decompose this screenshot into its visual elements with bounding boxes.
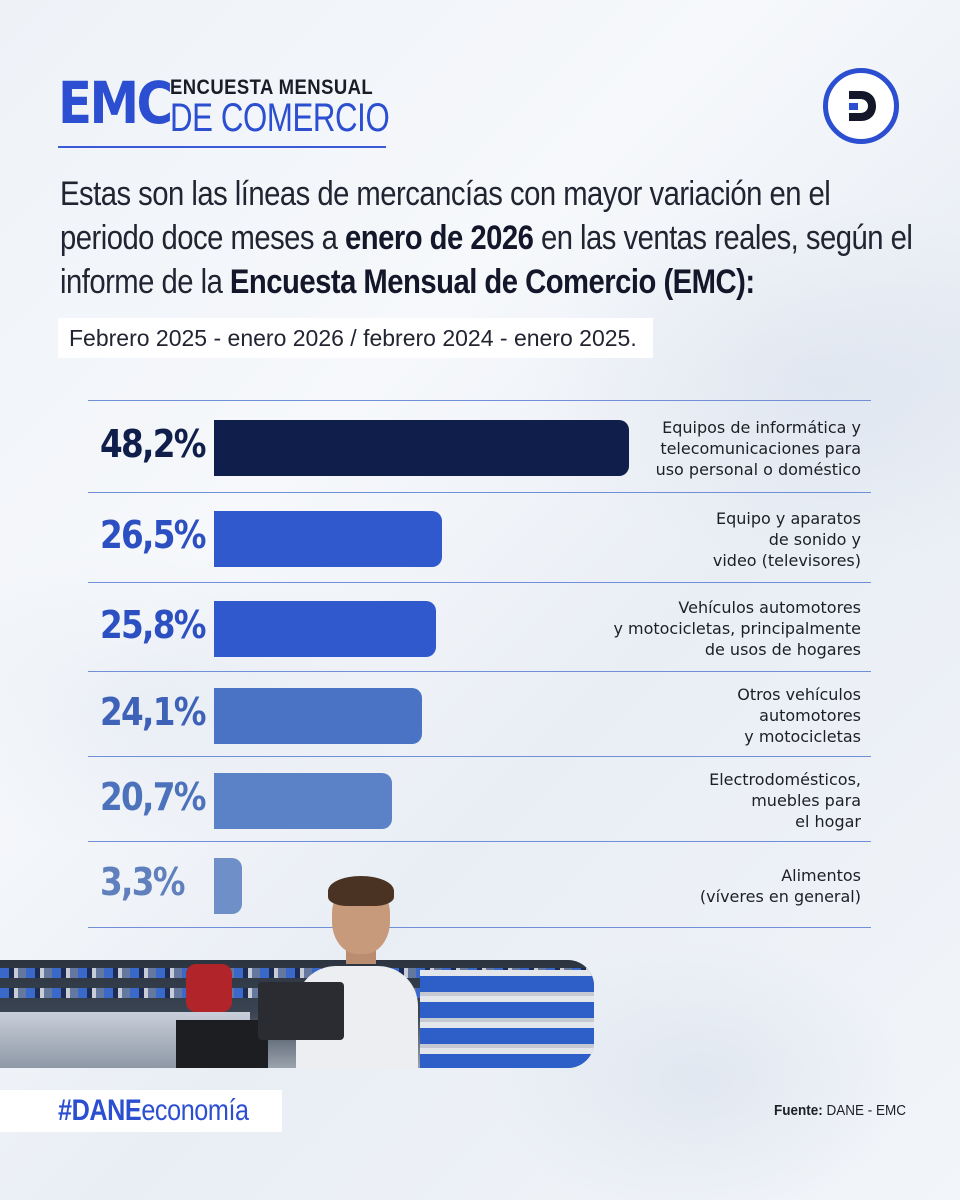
category-label-line: automotores <box>759 706 861 725</box>
category-label-line: video (televisores) <box>712 550 861 570</box>
category-label-line: de usos de hogares <box>704 640 861 659</box>
category-label-line: Alimentos <box>781 866 861 885</box>
intro-part1: Estas son las líneas de mercancías con m… <box>60 175 831 257</box>
chart-divider <box>88 927 871 928</box>
category-label-line: y motocicletas, principalmente <box>613 619 861 638</box>
bar-category-label: Electrodomésticos, muebles para el hogar <box>561 769 861 832</box>
category-label-line: Electrodomésticos, <box>709 770 861 789</box>
category-label-line: telecomunicaciones para <box>660 438 861 458</box>
logo-underline <box>58 146 386 148</box>
logo-emc-short: EMC <box>58 69 173 137</box>
chart-divider <box>88 671 871 672</box>
bar-chart: 48,2% Equipos de informática y telecomunic… <box>88 400 871 930</box>
bar-category-label: Equipo y aparatos de sonido y video (telev… <box>561 508 861 571</box>
photo-shelf-top <box>0 968 594 978</box>
bar <box>214 511 442 567</box>
source-note: Fuente: DANE - EMC <box>774 1102 906 1119</box>
bar <box>214 600 436 657</box>
source-value: DANE - EMC <box>822 1102 907 1119</box>
hashtag-part-a: #DANE <box>58 1094 142 1127</box>
bar <box>214 420 629 476</box>
bar-value-label: 25,8% <box>100 602 207 647</box>
category-label-line: (víveres en general) <box>699 887 861 906</box>
photo-right-shelf <box>420 970 594 1068</box>
bar-category-label: Otros vehículos automotores y motocicletas <box>561 684 861 747</box>
bar-category-label: Alimentos (víveres en general) <box>561 865 861 907</box>
hashtag-part-b: economía <box>141 1094 249 1127</box>
bar <box>214 858 242 914</box>
category-label-line: Vehículos automotores <box>678 598 861 617</box>
dane-d-logo-icon <box>823 68 899 144</box>
category-label-line: y motocicletas <box>744 727 861 746</box>
store-photo <box>0 960 594 1068</box>
source-label: Fuente: <box>774 1102 823 1119</box>
chart-divider <box>88 841 871 842</box>
logo-line1: ENCUESTA MENSUAL <box>170 76 374 99</box>
chart-divider <box>88 492 871 493</box>
bar-value-label: 20,7% <box>100 774 207 819</box>
intro-text: Estas son las líneas de mercancías con m… <box>60 172 920 304</box>
logo-line2: DE COMERCIO <box>170 96 390 140</box>
emc-logo: EMC ENCUESTA MENSUAL DE COMERCIO <box>58 66 390 150</box>
photo-laptop <box>258 982 344 1040</box>
hashtag-dane-economia: #DANEeconomía <box>0 1090 282 1132</box>
bar-value-label: 3,3% <box>100 860 185 904</box>
bar-category-label: Equipos de informática y telecomunicacion… <box>561 417 861 480</box>
bar-category-label: Vehículos automotores y motocicletas, pri… <box>561 597 861 660</box>
category-label-line: Equipo y aparatos <box>716 508 861 528</box>
category-label-line: muebles para <box>751 791 861 810</box>
category-label-line: Otros vehículos <box>737 685 861 704</box>
intro-bold2: Encuesta Mensual de Comercio (EMC): <box>229 263 755 301</box>
period-label: Febrero 2025 - enero 2026 / febrero 2024… <box>58 318 653 358</box>
d-glyph-icon <box>849 91 876 121</box>
bar-value-label: 26,5% <box>100 513 207 557</box>
photo-chair <box>186 964 232 1012</box>
photo-printer <box>176 1020 268 1068</box>
bar-value-label: 24,1% <box>100 689 207 734</box>
chart-divider <box>88 400 871 401</box>
chart-divider <box>88 582 871 583</box>
bar <box>214 772 392 829</box>
bar <box>214 687 422 744</box>
category-label-line: de sonido y <box>768 529 861 549</box>
intro-bold1: enero de 2026 <box>344 219 534 257</box>
photo-person-hair <box>328 876 394 906</box>
chart-divider <box>88 756 871 757</box>
bar-value-label: 48,2% <box>100 422 207 466</box>
category-label-line: Equipos de informática y <box>662 417 861 437</box>
category-label-line: el hogar <box>795 812 861 831</box>
category-label-line: uso personal o doméstico <box>655 459 861 479</box>
intro-part2: en las ventas reales, según el informe d… <box>60 219 913 301</box>
